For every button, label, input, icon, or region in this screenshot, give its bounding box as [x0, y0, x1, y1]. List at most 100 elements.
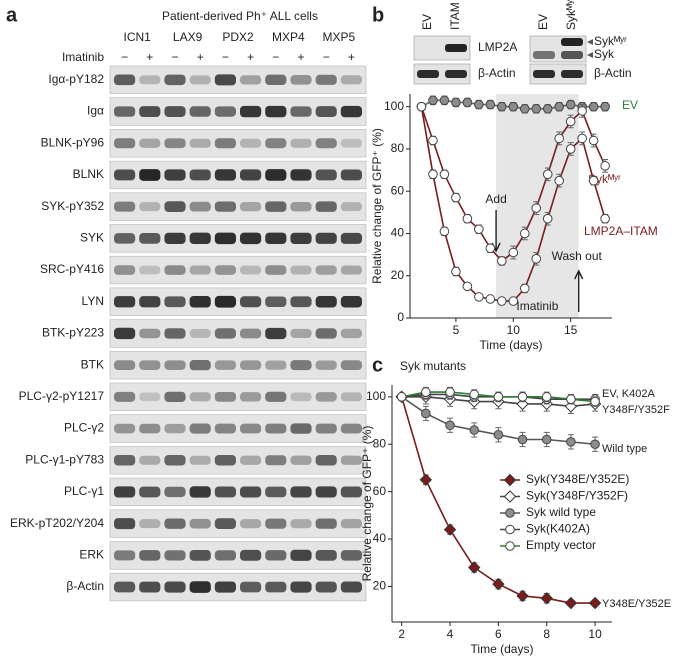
blot-band [214, 423, 236, 434]
data-point [565, 116, 576, 127]
annotation: Wash out [552, 249, 603, 263]
blot-band [164, 328, 186, 339]
blot-band [164, 74, 186, 86]
blot-band [114, 518, 136, 530]
legend-label: Syk(Y348E/Y352E) [526, 472, 629, 486]
blot-band [290, 455, 312, 465]
blot-band [265, 550, 287, 561]
blot-band [315, 169, 337, 181]
blot-band [164, 201, 186, 213]
blot-band [340, 202, 362, 212]
blot-band [265, 518, 287, 529]
data-point [428, 169, 438, 180]
y-tick-label: 20 [391, 268, 405, 282]
treatment-sign: + [197, 50, 204, 64]
legend-marker [503, 490, 517, 503]
blot-band [315, 232, 337, 244]
y-tick-label: 40 [373, 531, 387, 545]
blot-band [189, 455, 211, 465]
data-point [497, 256, 507, 266]
cell-line-label: LAX9 [173, 30, 203, 44]
annotation: Imatinib [516, 299, 558, 313]
blot-band [290, 392, 312, 402]
blot-band [315, 392, 337, 402]
blot-band [340, 105, 362, 118]
blot-band [265, 423, 287, 434]
blot-band [265, 296, 287, 308]
blot-band [189, 75, 211, 85]
legend-marker [505, 524, 515, 535]
blot-row-label: LYN [82, 294, 104, 308]
data-point [531, 103, 542, 114]
blot-band [114, 550, 136, 561]
blot-band [189, 232, 211, 245]
blot-band [114, 486, 136, 498]
blot-band [189, 201, 211, 212]
blot-band [240, 486, 262, 498]
legend-label: Empty vector [526, 538, 596, 552]
blot-row-label: BTK [81, 357, 104, 371]
blot-band [214, 581, 236, 593]
data-point [492, 577, 505, 591]
blot-band [189, 265, 211, 275]
blot-band [189, 392, 211, 402]
blot-row-label: BTK-pY223 [42, 326, 104, 340]
treatment-sign: − [323, 50, 330, 64]
blot-band [114, 391, 136, 402]
data-point [566, 437, 576, 447]
data-point [564, 596, 578, 610]
data-point [474, 224, 484, 235]
y-tick-label: 0 [397, 310, 404, 324]
blot-band [189, 169, 211, 181]
data-point [396, 392, 407, 402]
y-tick-label: 40 [391, 226, 405, 240]
blot-band [139, 75, 161, 85]
blot-band [265, 74, 287, 86]
annotation: Y348F/Y352F [602, 404, 670, 416]
blot-row-label: PLC-γ2-pY1217 [19, 389, 105, 403]
data-point [519, 228, 530, 239]
blot-band [290, 232, 312, 244]
legend-marker [505, 508, 515, 518]
blot-band [164, 550, 186, 561]
blot-band [164, 232, 186, 245]
blot-row-label: PLC-γ1 [64, 484, 104, 498]
blot-row-label: β-Actin [594, 66, 632, 80]
data-point [443, 523, 457, 536]
blot-row-label: ERK-pT202/Y204 [10, 516, 104, 530]
blot-band [139, 581, 161, 593]
blot-band [114, 106, 136, 117]
data-point [485, 294, 496, 304]
x-tick-label: 2 [398, 627, 405, 641]
blot-band [561, 38, 583, 46]
blot-band [315, 549, 337, 561]
blot-band [290, 549, 312, 561]
blot-row-label: β-Actin [66, 579, 104, 593]
blot-row-label: BLNK [73, 167, 104, 181]
data-point [531, 203, 542, 213]
blot-band [265, 232, 287, 245]
y-axis-label: Relative change of GFP⁺ (%) [360, 426, 374, 582]
data-point [428, 95, 438, 106]
data-point [508, 247, 519, 258]
blot-band [214, 360, 236, 370]
blot-band [164, 423, 186, 434]
x-tick-label: 4 [447, 627, 454, 641]
cell-line-label: MXP5 [322, 30, 355, 44]
blot-band [315, 518, 337, 529]
blot-band [214, 201, 236, 212]
blot-band [240, 202, 262, 212]
blot-band [533, 70, 555, 78]
blot-band [139, 265, 161, 275]
annotation-arrow [574, 269, 584, 312]
blot-band [315, 455, 337, 466]
series-label: LMP2A–ITAM [584, 224, 658, 238]
blot-band [164, 169, 186, 181]
blot-band [139, 392, 161, 402]
blot-band [189, 329, 211, 338]
blot-band [114, 74, 136, 86]
blot-band [340, 138, 362, 148]
data-point [565, 99, 576, 110]
blot-band [164, 296, 186, 308]
blot-band [265, 486, 287, 498]
